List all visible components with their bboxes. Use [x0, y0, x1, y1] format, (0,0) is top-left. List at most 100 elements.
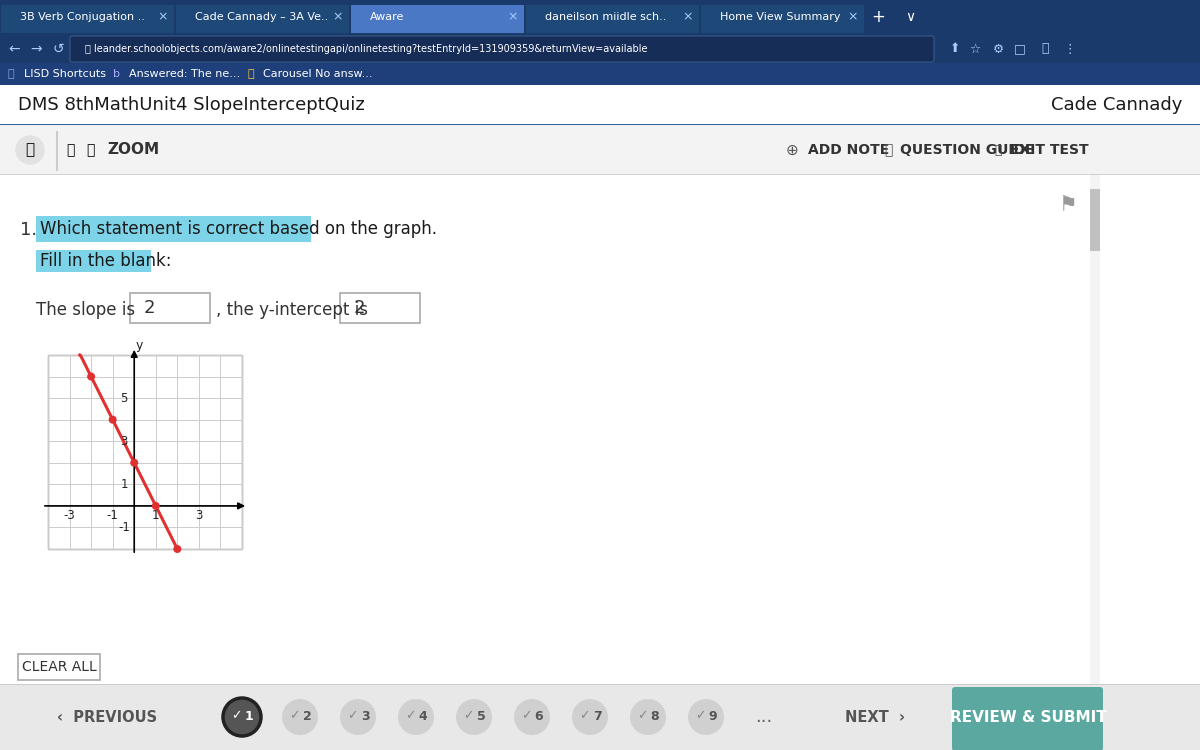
Text: Cade Cannady – 3A Ve..: Cade Cannady – 3A Ve.. — [194, 12, 329, 22]
Circle shape — [173, 545, 181, 553]
Text: 6: 6 — [535, 710, 544, 724]
Text: ⬛: ⬛ — [884, 143, 892, 157]
Text: ✓: ✓ — [578, 710, 589, 722]
Text: 🎨: 🎨 — [25, 142, 35, 158]
Text: Home View Summary: Home View Summary — [720, 12, 840, 22]
Circle shape — [398, 699, 434, 735]
Text: ✓: ✓ — [230, 710, 241, 722]
Text: ✓: ✓ — [404, 710, 415, 722]
Text: ✓: ✓ — [289, 710, 299, 722]
Text: CLEAR ALL: CLEAR ALL — [22, 660, 96, 674]
Circle shape — [131, 459, 138, 466]
Text: 1: 1 — [120, 478, 128, 490]
Text: 🔒 leander.schoolobjects.com/aware2/onlinetestingapi/onlinetesting?testEntryId=13: 🔒 leander.schoolobjects.com/aware2/onlin… — [85, 44, 648, 54]
Text: Carousel No answ...: Carousel No answ... — [264, 69, 373, 79]
Text: ×: × — [508, 10, 518, 23]
Circle shape — [88, 373, 95, 380]
Circle shape — [340, 699, 376, 735]
FancyBboxPatch shape — [352, 5, 524, 33]
Text: EXIT TEST: EXIT TEST — [1010, 143, 1088, 157]
Text: 📁: 📁 — [8, 69, 14, 79]
Text: The slope is: The slope is — [36, 301, 136, 319]
Text: +: + — [871, 8, 884, 26]
Bar — [0, 124, 1200, 125]
Circle shape — [688, 699, 724, 735]
Text: ×: × — [157, 10, 168, 23]
Text: ×: × — [332, 10, 343, 23]
Text: 👤: 👤 — [1042, 43, 1049, 56]
Text: 2: 2 — [354, 299, 366, 317]
Text: 4: 4 — [419, 710, 427, 724]
Bar — [0, 650, 1200, 685]
Text: ⊕: ⊕ — [786, 142, 798, 158]
Circle shape — [109, 416, 116, 424]
Text: ✓: ✓ — [347, 710, 358, 722]
Text: 2: 2 — [144, 299, 156, 317]
Text: ⬛: ⬛ — [995, 143, 1002, 157]
Text: ×: × — [847, 10, 858, 23]
Circle shape — [456, 699, 492, 735]
Circle shape — [630, 699, 666, 735]
Bar — [0, 684, 1200, 685]
Text: Fill in the blank:: Fill in the blank: — [40, 252, 172, 270]
Text: ⋮: ⋮ — [1063, 43, 1076, 56]
Text: 3: 3 — [361, 710, 370, 724]
Circle shape — [572, 699, 608, 735]
Text: 1.: 1. — [20, 221, 37, 239]
Text: y: y — [136, 338, 143, 352]
Text: -3: -3 — [64, 509, 76, 523]
Circle shape — [151, 502, 160, 510]
Text: Cade Cannady: Cade Cannady — [1051, 96, 1182, 114]
Text: 🔍: 🔍 — [86, 143, 94, 157]
Text: □: □ — [1014, 43, 1026, 56]
Text: ✓: ✓ — [695, 710, 706, 722]
Text: daneilson miidle sch..: daneilson miidle sch.. — [545, 12, 666, 22]
Text: NEXT  ›: NEXT › — [845, 710, 905, 724]
Text: ×: × — [683, 10, 694, 23]
Circle shape — [16, 136, 44, 164]
Circle shape — [223, 698, 262, 736]
FancyBboxPatch shape — [176, 5, 349, 33]
Text: 8: 8 — [650, 710, 659, 724]
Text: 1: 1 — [245, 710, 253, 724]
Text: 🟧: 🟧 — [247, 69, 254, 79]
Text: Answered: The ne...: Answered: The ne... — [130, 69, 240, 79]
Bar — [48, 355, 242, 549]
Text: -1: -1 — [107, 509, 119, 523]
Text: ZOOM: ZOOM — [107, 142, 160, 158]
FancyBboxPatch shape — [340, 293, 420, 323]
Text: ⬆: ⬆ — [949, 43, 960, 56]
Text: 5: 5 — [120, 392, 128, 404]
Bar — [36, 250, 151, 272]
Text: 7: 7 — [593, 710, 601, 724]
Text: 3: 3 — [120, 435, 128, 448]
Text: REVIEW & SUBMIT: REVIEW & SUBMIT — [949, 710, 1106, 724]
FancyBboxPatch shape — [1090, 189, 1100, 251]
Text: 3B Verb Conjugation ..: 3B Verb Conjugation .. — [20, 12, 145, 22]
Text: →: → — [30, 42, 42, 56]
Text: ←: ← — [8, 42, 20, 56]
Text: ✓: ✓ — [463, 710, 473, 722]
FancyBboxPatch shape — [952, 687, 1103, 750]
Bar — [0, 174, 1200, 175]
Text: DMS 8thMathUnit4 SlopeInterceptQuiz: DMS 8thMathUnit4 SlopeInterceptQuiz — [18, 96, 365, 114]
FancyBboxPatch shape — [701, 5, 864, 33]
Text: 1: 1 — [152, 509, 160, 523]
Text: 5: 5 — [476, 710, 485, 724]
Text: 3: 3 — [196, 509, 203, 523]
Bar — [0, 684, 1200, 685]
Text: b: b — [113, 69, 120, 79]
Text: QUESTION GUIDE: QUESTION GUIDE — [900, 143, 1034, 157]
Text: ⚑: ⚑ — [1058, 195, 1078, 215]
Text: Which statement is correct based on the graph.: Which statement is correct based on the … — [40, 220, 437, 238]
Text: ‹  PREVIOUS: ‹ PREVIOUS — [56, 710, 157, 724]
FancyBboxPatch shape — [70, 36, 934, 62]
Text: ...: ... — [755, 708, 773, 726]
Text: 2: 2 — [302, 710, 311, 724]
FancyBboxPatch shape — [130, 293, 210, 323]
Bar — [0, 63, 1200, 85]
FancyBboxPatch shape — [526, 5, 698, 33]
Bar — [0, 0, 1200, 35]
Text: Aware: Aware — [370, 12, 404, 22]
Text: , the y-intercept is: , the y-intercept is — [216, 301, 368, 319]
